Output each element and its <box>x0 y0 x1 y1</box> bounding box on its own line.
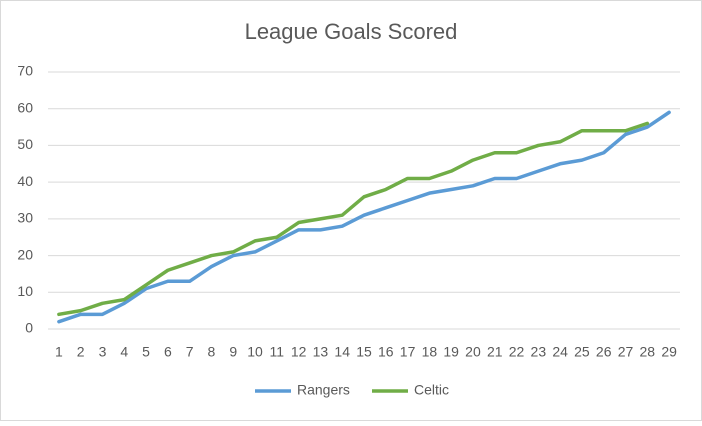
x-tick-label: 9 <box>229 344 237 360</box>
series-line <box>57 121 650 317</box>
y-tick-label: 70 <box>17 63 33 79</box>
x-tick-label: 22 <box>509 344 525 360</box>
x-tick-label: 21 <box>487 344 503 360</box>
x-tick-label: 10 <box>247 344 263 360</box>
x-tick-label: 8 <box>208 344 216 360</box>
x-tick-label: 24 <box>552 344 568 360</box>
x-tick-label: 29 <box>661 344 677 360</box>
x-tick-label: 27 <box>618 344 634 360</box>
x-tick-label: 12 <box>291 344 307 360</box>
x-tick-label: 18 <box>422 344 438 360</box>
x-tick-label: 14 <box>334 344 350 360</box>
x-tick-label: 13 <box>313 344 329 360</box>
y-tick-label: 50 <box>17 136 33 152</box>
x-tick-label: 6 <box>164 344 172 360</box>
x-tick-label: 7 <box>186 344 194 360</box>
y-tick-label: 60 <box>17 99 33 115</box>
x-tick-label: 4 <box>120 344 128 360</box>
x-tick-label: 25 <box>574 344 590 360</box>
x-tick-label: 3 <box>99 344 107 360</box>
x-tick-label: 20 <box>465 344 481 360</box>
y-tick-label: 20 <box>17 246 33 262</box>
y-tick-label: 40 <box>17 173 33 189</box>
y-tick-label: 30 <box>17 210 33 226</box>
series-line <box>57 110 671 324</box>
legend-label: Celtic <box>414 382 449 398</box>
x-tick-label: 16 <box>378 344 394 360</box>
y-tick-label: 0 <box>25 320 33 336</box>
x-tick-label: 2 <box>77 344 85 360</box>
y-tick-label: 10 <box>17 283 33 299</box>
chart-title: League Goals Scored <box>245 19 458 44</box>
x-tick-label: 28 <box>640 344 656 360</box>
x-tick-label: 5 <box>142 344 150 360</box>
legend-label: Rangers <box>297 382 350 398</box>
x-tick-label: 19 <box>443 344 459 360</box>
x-tick-label: 15 <box>356 344 372 360</box>
x-tick-label: 1 <box>55 344 63 360</box>
x-tick-label: 17 <box>400 344 416 360</box>
x-tick-label: 26 <box>596 344 612 360</box>
x-tick-label: 23 <box>531 344 547 360</box>
x-tick-label: 11 <box>270 344 285 360</box>
